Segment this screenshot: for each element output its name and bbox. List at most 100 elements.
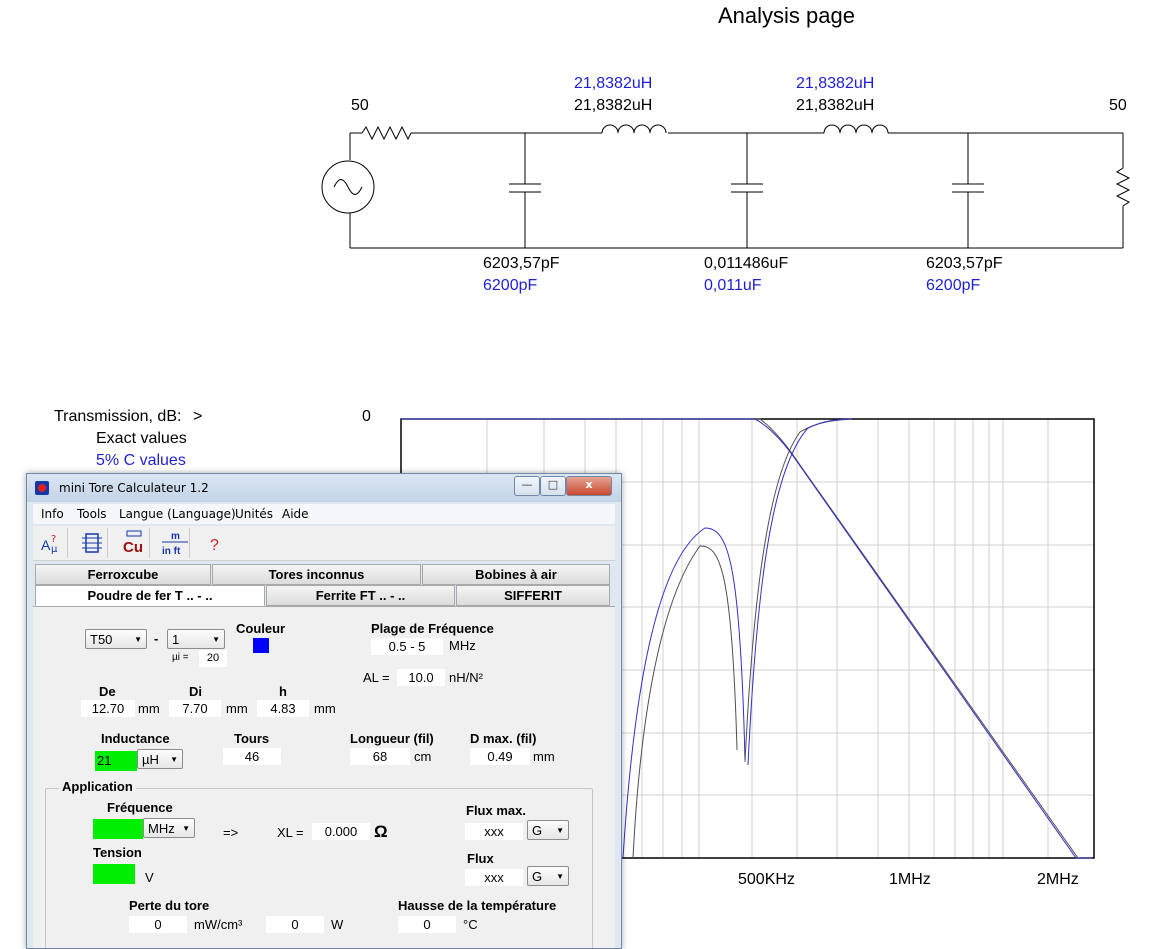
- close-button[interactable]: x: [566, 476, 612, 496]
- app-icon: [35, 481, 49, 495]
- l2-standard-value: 21,8382uH: [796, 75, 875, 92]
- flux-label: Flux: [467, 851, 494, 866]
- application-label: Application: [59, 779, 136, 794]
- dmax-value: 0.49: [470, 748, 530, 765]
- mix-select-value: 1: [172, 632, 180, 647]
- coil-icon[interactable]: [77, 528, 108, 558]
- application-group: [45, 788, 593, 948]
- svg-text:?: ?: [51, 534, 56, 545]
- toolbar: A? µ Cu m in ft ?: [33, 526, 615, 561]
- window-titlebar[interactable]: mini Tore Calculateur 1.2 — □ x: [27, 474, 621, 502]
- tension-label: Tension: [93, 845, 142, 860]
- transmission-arrow[interactable]: >: [193, 408, 203, 425]
- chevron-down-icon: ▼: [182, 824, 190, 833]
- legend-5pct-values: 5% C values: [96, 452, 186, 469]
- al-value: 10.0: [397, 669, 445, 686]
- plage-label: Plage de Fréquence: [371, 621, 494, 636]
- fluxmax-value: xxx: [465, 823, 523, 840]
- window-title: mini Tore Calculateur 1.2: [59, 481, 209, 495]
- xl-value: 0.000: [312, 823, 370, 840]
- minimize-button[interactable]: —: [514, 476, 540, 496]
- de-unit: mm: [138, 701, 160, 716]
- arrow-label: =>: [223, 825, 239, 840]
- hausse-value: 0: [398, 916, 456, 933]
- di-value: 7.70: [169, 700, 221, 717]
- svg-text:A: A: [41, 537, 51, 553]
- poudre-panel: T50 ▼ - 1 ▼ µi = 20 Couleur Plage de Fréqu…: [33, 606, 615, 948]
- dmax-label: D max. (fil): [470, 731, 537, 746]
- tension-input[interactable]: [93, 864, 135, 884]
- frequence-input[interactable]: [93, 819, 143, 839]
- al-unit: nH/N²: [449, 670, 483, 685]
- tab-tores-inconnus[interactable]: Tores inconnus: [212, 564, 421, 585]
- series-5pct-rise: [747, 418, 853, 766]
- tab-sifferit[interactable]: SIFFERIT: [456, 585, 610, 606]
- y-axis-top-label: 0: [362, 408, 371, 425]
- menu-aide[interactable]: Aide: [282, 507, 309, 521]
- h-value: 4.83: [257, 700, 309, 717]
- tab-poudre-de-fer[interactable]: Poudre de fer T .. - ..: [35, 585, 265, 606]
- tab-ferrite-ft[interactable]: Ferrite FT .. - ..: [266, 585, 455, 606]
- maximize-button[interactable]: □: [540, 476, 566, 496]
- al-mu-icon[interactable]: A? µ: [37, 528, 68, 558]
- di-unit: mm: [226, 701, 248, 716]
- chevron-down-icon: ▼: [556, 826, 564, 835]
- perte-label: Perte du tore: [129, 898, 210, 913]
- c2-exact-value: 0,011486uF: [704, 255, 789, 272]
- color-swatch: [253, 638, 269, 653]
- menu-langue[interactable]: Langue (Language): [119, 507, 236, 521]
- plage-value: 0.5 - 5: [371, 638, 443, 655]
- mini-tore-window[interactable]: mini Tore Calculateur 1.2 — □ x Info Too…: [26, 473, 622, 949]
- help-label: ?: [210, 537, 219, 554]
- c1-exact-value: 6203,57pF: [483, 255, 560, 272]
- menu-info[interactable]: Info: [41, 507, 64, 521]
- ohm-symbol: Ω: [374, 822, 388, 841]
- menu-bar: Info Tools Langue (Language) Unités Aide: [33, 504, 615, 524]
- mix-select[interactable]: 1 ▼: [167, 629, 225, 649]
- copper-icon[interactable]: Cu: [119, 528, 150, 558]
- menu-tools[interactable]: Tools: [77, 507, 107, 521]
- l2-exact-value: 21,8382uH: [796, 97, 875, 114]
- x-tick-2mhz: 2MHz: [1037, 871, 1079, 888]
- de-value: 12.70: [81, 700, 135, 717]
- chevron-down-icon: ▼: [170, 755, 178, 764]
- copper-label: Cu: [123, 539, 143, 556]
- svg-text:µ: µ: [51, 544, 58, 555]
- tours-value: 46: [223, 748, 281, 765]
- tab-ferroxcube[interactable]: Ferroxcube: [35, 564, 211, 585]
- frequence-label: Fréquence: [107, 800, 173, 815]
- couleur-label: Couleur: [236, 621, 286, 636]
- hausse-label: Hausse de la température: [398, 898, 557, 913]
- l1-exact-value: 21,8382uH: [574, 97, 653, 114]
- help-icon[interactable]: ?: [199, 528, 229, 558]
- h-unit: mm: [314, 701, 336, 716]
- tension-unit: V: [145, 870, 154, 885]
- chevron-down-icon: ▼: [134, 635, 142, 644]
- frequence-unit-value: MHz: [148, 821, 175, 836]
- core-select-value: T50: [90, 632, 113, 647]
- inductance-input[interactable]: 21: [95, 751, 137, 771]
- fluxmax-unit-select[interactable]: G ▼: [527, 820, 569, 840]
- xl-label: XL =: [277, 825, 304, 840]
- c1-standard-value: 6200pF: [483, 277, 538, 294]
- units-icon[interactable]: m in ft: [159, 528, 190, 558]
- perte-w-value: 0: [266, 916, 324, 933]
- inductance-unit-value: µH: [142, 752, 159, 767]
- filter-schematic: [321, 124, 1131, 249]
- mu-label: µi =: [172, 652, 189, 663]
- menu-unites[interactable]: Unités: [235, 507, 274, 521]
- inductance-unit-select[interactable]: µH ▼: [137, 749, 183, 769]
- load-resistance-label: 50: [1109, 97, 1127, 114]
- longueur-label: Longueur (fil): [350, 731, 434, 746]
- inductance-label: Inductance: [101, 731, 170, 746]
- al-label: AL =: [363, 670, 390, 685]
- flux-unit-select[interactable]: G ▼: [527, 866, 569, 886]
- source-resistance-label: 50: [351, 97, 369, 114]
- core-select[interactable]: T50 ▼: [85, 629, 147, 649]
- tab-bobines-air[interactable]: Bobines à air: [422, 564, 610, 585]
- chevron-down-icon: ▼: [556, 872, 564, 881]
- frequence-unit-select[interactable]: MHz ▼: [143, 818, 195, 838]
- units-m-label: m: [171, 531, 180, 542]
- tours-label: Tours: [234, 731, 270, 746]
- transmission-label: Transmission, dB:: [54, 408, 182, 425]
